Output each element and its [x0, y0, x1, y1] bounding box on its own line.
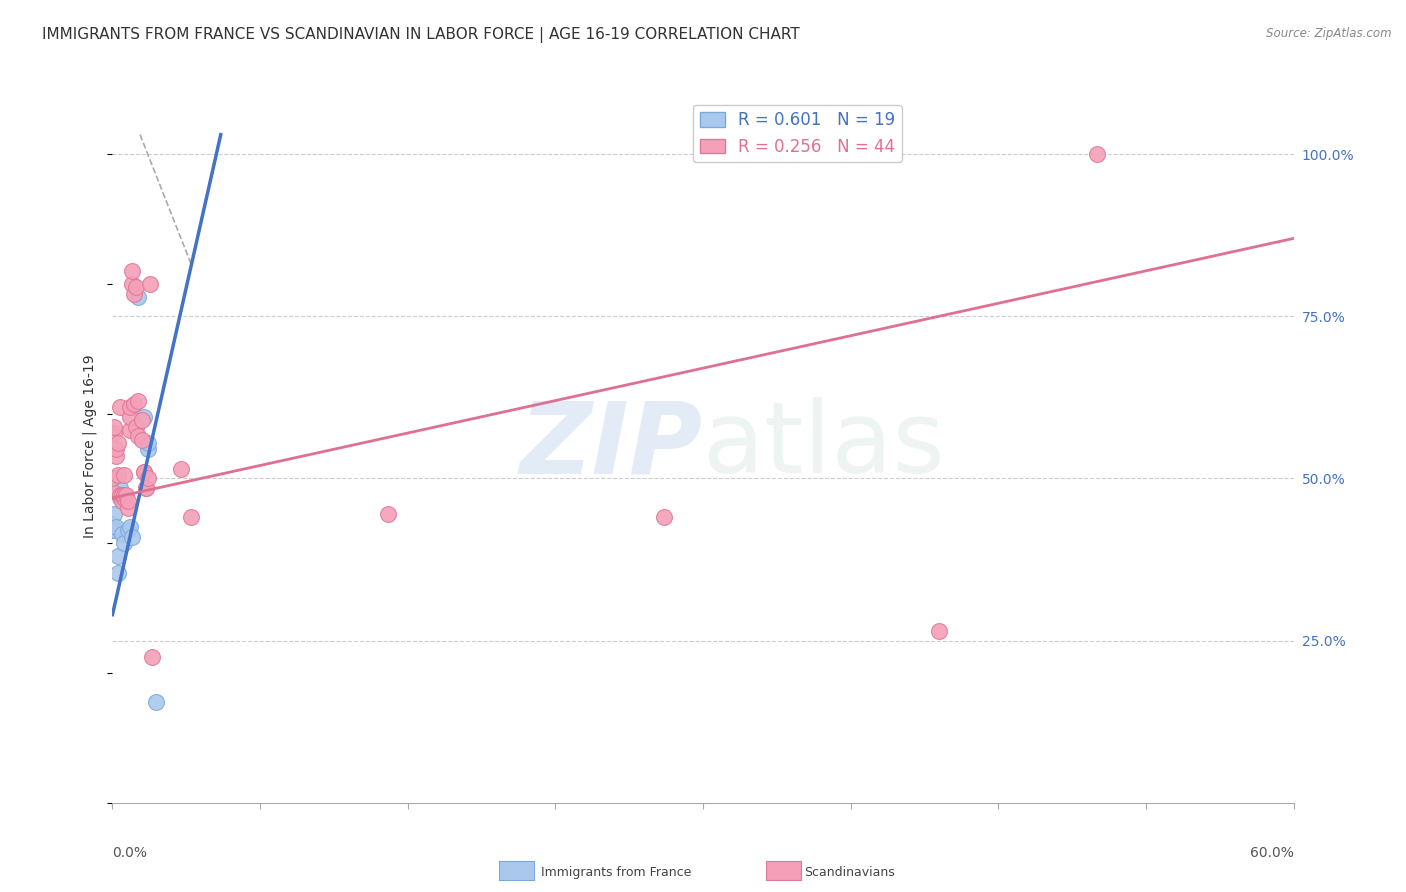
- Point: [112, 468, 135, 483]
- Point: [107, 435, 129, 450]
- Point: [122, 286, 145, 301]
- Point: [101, 471, 124, 485]
- Point: [103, 419, 125, 434]
- Point: [139, 277, 162, 291]
- Point: [141, 649, 163, 664]
- Point: [127, 429, 149, 443]
- Point: [105, 442, 128, 457]
- Point: [107, 549, 129, 564]
- Point: [121, 264, 143, 278]
- Legend: R = 0.601   N = 19, R = 0.256   N = 44: R = 0.601 N = 19, R = 0.256 N = 44: [693, 104, 901, 162]
- Point: [652, 510, 675, 524]
- Point: [125, 280, 148, 294]
- Y-axis label: In Labor Force | Age 16-19: In Labor Force | Age 16-19: [82, 354, 97, 538]
- Text: IMMIGRANTS FROM FRANCE VS SCANDINAVIAN IN LABOR FORCE | AGE 16-19 CORRELATION CH: IMMIGRANTS FROM FRANCE VS SCANDINAVIAN I…: [42, 27, 800, 43]
- Point: [112, 488, 135, 502]
- Point: [121, 277, 143, 291]
- Point: [111, 494, 134, 508]
- Point: [107, 468, 129, 483]
- Point: [101, 516, 124, 531]
- Point: [127, 393, 149, 408]
- Point: [112, 491, 135, 505]
- Point: [110, 488, 132, 502]
- Point: [120, 520, 142, 534]
- Point: [117, 494, 139, 508]
- Point: [101, 524, 124, 538]
- Point: [132, 409, 155, 424]
- Point: [145, 695, 167, 709]
- Point: [110, 400, 132, 414]
- Point: [110, 491, 132, 505]
- Point: [131, 433, 153, 447]
- Point: [115, 488, 138, 502]
- Point: [377, 507, 399, 521]
- Point: [125, 419, 148, 434]
- Text: Scandinavians: Scandinavians: [804, 866, 896, 879]
- Point: [120, 409, 142, 424]
- Point: [132, 465, 155, 479]
- Point: [112, 536, 135, 550]
- Point: [136, 471, 159, 485]
- Point: [103, 425, 125, 440]
- Point: [135, 481, 157, 495]
- Point: [132, 465, 155, 479]
- Text: Source: ZipAtlas.com: Source: ZipAtlas.com: [1267, 27, 1392, 40]
- Point: [121, 530, 143, 544]
- Point: [131, 413, 153, 427]
- Point: [127, 290, 149, 304]
- Point: [117, 524, 139, 538]
- Point: [111, 526, 134, 541]
- Point: [103, 507, 125, 521]
- Point: [170, 461, 193, 475]
- Point: [111, 488, 134, 502]
- Point: [136, 442, 159, 457]
- Point: [120, 423, 142, 437]
- Text: 0.0%: 0.0%: [112, 846, 148, 860]
- Point: [101, 484, 124, 499]
- Point: [122, 397, 145, 411]
- Point: [107, 566, 129, 580]
- Point: [103, 524, 125, 538]
- Text: Immigrants from France: Immigrants from France: [541, 866, 692, 879]
- Text: atlas: atlas: [703, 398, 945, 494]
- Point: [110, 481, 132, 495]
- Point: [180, 510, 202, 524]
- Point: [120, 400, 142, 414]
- Point: [105, 520, 128, 534]
- Point: [928, 624, 950, 638]
- Point: [135, 481, 157, 495]
- Point: [117, 500, 139, 515]
- Point: [136, 435, 159, 450]
- Point: [105, 449, 128, 463]
- Text: 60.0%: 60.0%: [1250, 846, 1294, 860]
- Text: ZIP: ZIP: [520, 398, 703, 494]
- Point: [1085, 147, 1108, 161]
